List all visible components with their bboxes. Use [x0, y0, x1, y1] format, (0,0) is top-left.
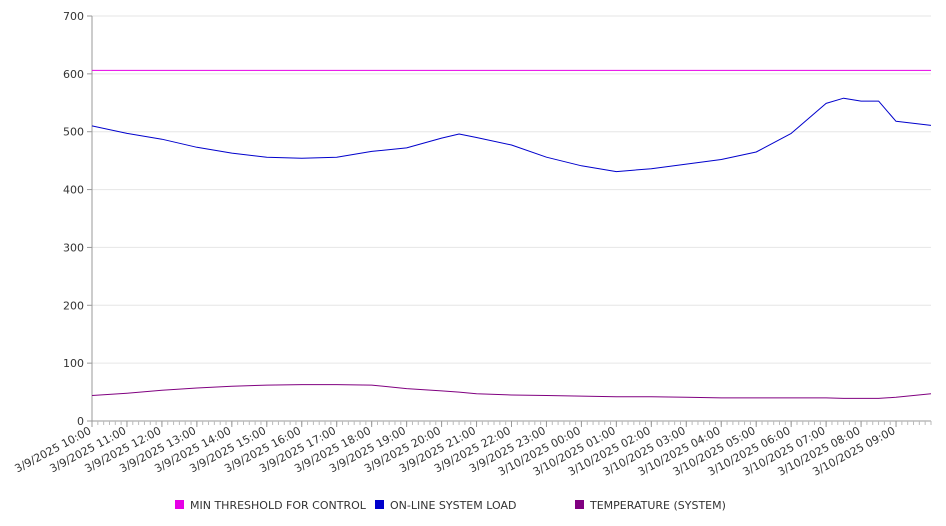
y-tick-labels: 0 100 200 300 400 500 600 700 — [63, 10, 84, 428]
gridlines — [92, 15, 931, 422]
y-tick-label: 500 — [63, 126, 84, 139]
series-lines — [91, 69, 932, 399]
legend-swatch — [175, 500, 184, 509]
y-tick-label: 200 — [63, 299, 84, 312]
legend-label: ON-LINE SYSTEM LOAD — [390, 499, 516, 512]
legend-swatch — [375, 500, 384, 509]
legend: MIN THRESHOLD FOR CONTROL ON-LINE SYSTEM … — [175, 499, 726, 512]
y-tick-label: 400 — [63, 184, 84, 197]
x-tick-labels: 3/9/2025 10:003/9/2025 11:003/9/2025 12:… — [13, 424, 898, 478]
axes — [87, 15, 932, 427]
y-tick-label: 600 — [63, 68, 84, 81]
series-line-2 — [91, 97, 932, 173]
legend-swatch — [575, 500, 584, 509]
legend-label: TEMPERATURE (SYSTEM) — [589, 499, 726, 512]
y-tick-label: 100 — [63, 357, 84, 370]
y-tick-label: 300 — [63, 241, 84, 254]
y-tick-label: 700 — [63, 10, 84, 23]
legend-label: MIN THRESHOLD FOR CONTROL — [190, 499, 367, 512]
y-tick-label: 0 — [77, 415, 84, 428]
series-line-3 — [91, 384, 932, 399]
